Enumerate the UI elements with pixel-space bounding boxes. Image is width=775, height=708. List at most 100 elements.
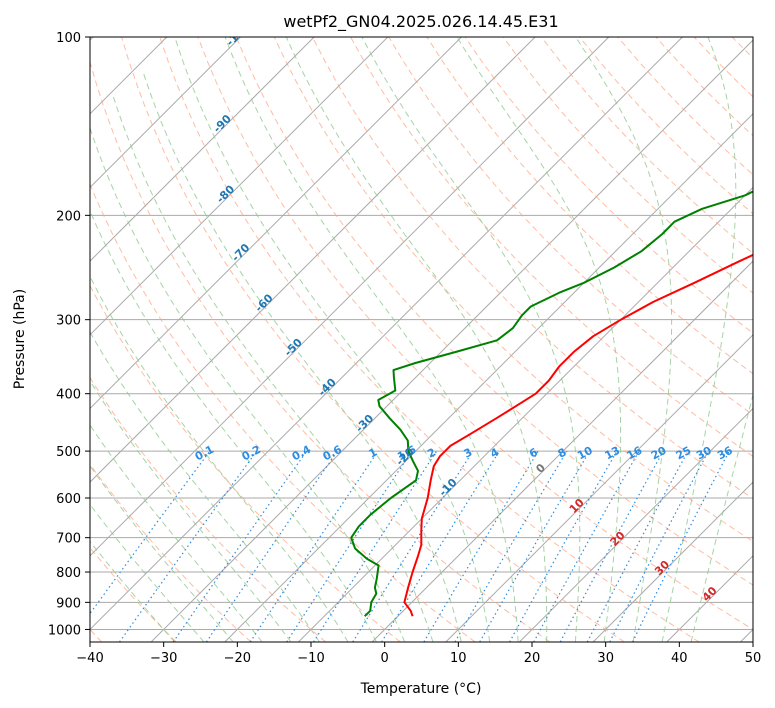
- mixing-ratio-label: 3: [462, 446, 475, 461]
- moist-adiabat-14: [174, 37, 491, 642]
- moist-adiabat-label: 10: [567, 496, 587, 516]
- y-tick-label: 100: [56, 31, 81, 46]
- dry-adiabat-100: [388, 37, 753, 416]
- mixing-ratio-line-8: [454, 450, 568, 642]
- dry-adiabat-label: -60: [252, 291, 275, 314]
- isotherm-0: [371, 260, 753, 642]
- dry-adiabat-180: [693, 37, 753, 98]
- moist-adiabat--10: [90, 330, 320, 642]
- mixing-ratio-line-0.4: [172, 450, 308, 642]
- moist-adiabat-34: [575, 37, 673, 642]
- y-tick-label: 200: [56, 209, 81, 224]
- isotherm--70: [90, 37, 462, 410]
- moist-adiabat--2: [90, 209, 377, 642]
- dry-adiabat-30: [121, 37, 625, 642]
- dry-adiabat-80: [311, 37, 753, 500]
- y-tick-label: 800: [56, 566, 81, 581]
- dry-adiabat--10: [90, 376, 327, 642]
- dry-adiabat-10: [90, 182, 476, 642]
- moist-adiabat--6: [90, 275, 349, 642]
- y-tick-label: 500: [56, 445, 81, 460]
- mixing-ratio-label: 16: [625, 444, 645, 463]
- dry-adiabat-label: -30: [353, 412, 376, 435]
- series-line-temperature: [403, 253, 753, 617]
- dry-adiabat-160: [617, 37, 753, 176]
- isotherm--40: [90, 37, 683, 631]
- y-tick-label: 300: [56, 314, 81, 329]
- mixing-ratio-label: 25: [674, 444, 694, 463]
- isotherm--50: [90, 37, 610, 557]
- isotherm-10: [445, 334, 753, 642]
- x-tick-label: 40: [671, 651, 688, 666]
- series-layer: [350, 190, 753, 617]
- x-tick-label: 0: [381, 651, 389, 666]
- dry-adiabat-20: [90, 60, 551, 642]
- plot-frame: [89, 36, 754, 643]
- x-tick-label: 30: [597, 651, 614, 666]
- x-axis-title: Temperature (°C): [360, 681, 482, 697]
- moist-adiabat-2: [90, 126, 406, 642]
- x-tick-label: 20: [524, 651, 541, 666]
- mixing-ratio-label: 10: [575, 444, 595, 463]
- moist-adiabat--18: [90, 424, 263, 642]
- mixing-ratio-label: 1: [367, 446, 380, 461]
- isotherm-30: [592, 481, 753, 642]
- moist-adiabat-30: [456, 37, 622, 642]
- mixing-ratio-line-2: [312, 450, 438, 642]
- isotherm-50: [740, 628, 753, 642]
- moist-adiabat-label: 40: [700, 584, 720, 604]
- moist-adiabat--26: [90, 503, 205, 642]
- isotherm--20: [224, 113, 753, 642]
- mixing-ratio-line-0.6: [205, 450, 338, 642]
- dry-adiabat-0: [90, 284, 401, 642]
- isotherm--80: [90, 37, 389, 336]
- dry-adiabat-50: [197, 37, 753, 630]
- mixing-ratio-label: 0.1: [193, 443, 216, 464]
- x-tick-label: −20: [224, 651, 251, 666]
- dry-adiabat-40: [159, 37, 700, 642]
- mixing-ratio-line-16: [533, 450, 640, 642]
- dry-adiabat-150: [579, 37, 753, 215]
- dry-adiabat-90: [350, 37, 753, 458]
- reference-lines-layer: [90, 37, 775, 642]
- y-axis-title: Pressure (hPa): [12, 289, 28, 389]
- dry-adiabat--20: [90, 463, 252, 642]
- dry-adiabat-120: [464, 37, 753, 334]
- moist-adiabat--14: [90, 379, 292, 642]
- mixing-ratio-line-6: [423, 450, 539, 642]
- dry-adiabat-170: [655, 37, 753, 137]
- dry-adiabat-label: -50: [282, 336, 305, 359]
- dry-adiabat-70: [273, 37, 753, 543]
- isotherm--30: [150, 39, 753, 642]
- mixing-ratio-line-25: [586, 450, 689, 642]
- mixing-ratio-line-1: [249, 450, 379, 642]
- dry-adiabat-label: -90: [211, 112, 234, 135]
- mixing-ratio-label: 13: [603, 444, 623, 463]
- moist-adiabat-22: [285, 37, 548, 642]
- moist-adiabat-42: [690, 392, 753, 642]
- dry-adiabat-label: -100: [224, 20, 253, 49]
- dry-adiabat-130: [502, 37, 753, 294]
- x-tick-label: −30: [150, 651, 177, 666]
- mixing-ratio-label: 2: [425, 446, 438, 461]
- isotherm-20: [519, 407, 753, 642]
- mixing-ratio-label: 0.6: [321, 443, 345, 464]
- dry-adiabat-label: -70: [229, 241, 252, 264]
- dry-adiabat-label: -80: [214, 182, 237, 205]
- mixing-ratio-label: 0.4: [290, 443, 314, 464]
- moist-adiabat-label: 30: [652, 558, 672, 578]
- mixing-ratio-line-4: [381, 450, 501, 642]
- isotherm--90: [90, 37, 315, 262]
- moist-adiabat-18: [224, 37, 519, 642]
- mixing-ratio-line-20: [559, 450, 664, 642]
- y-tick-label: 900: [56, 596, 81, 611]
- mixing-ratio-line-13: [509, 450, 618, 642]
- dry-adiabat-200: [770, 37, 775, 642]
- dry-adiabat-60: [235, 37, 753, 586]
- mixing-ratio-line-1.5: [286, 450, 413, 642]
- series-line-dewpoint: [350, 190, 753, 617]
- mixing-ratio-line-36: [632, 450, 730, 642]
- isotherm--60: [90, 37, 536, 483]
